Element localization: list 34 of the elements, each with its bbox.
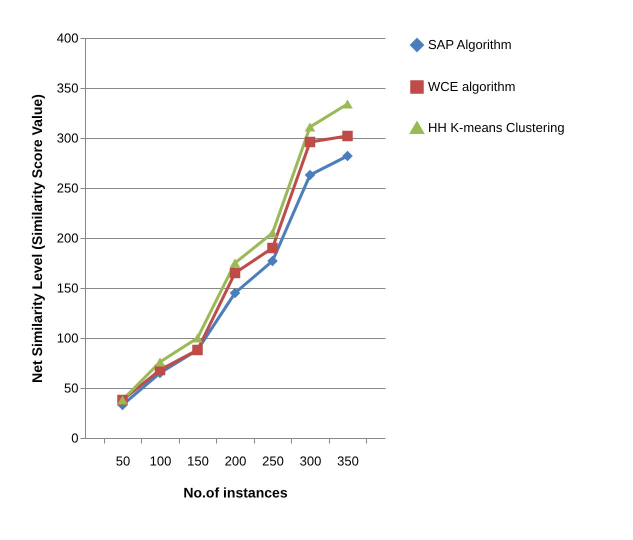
- legend-label: WCE algorithm: [428, 79, 516, 94]
- point: [342, 99, 353, 109]
- x-axis-title: No.of instances: [183, 484, 288, 500]
- y-tick-label: 50: [64, 380, 78, 396]
- point: [154, 357, 166, 367]
- point: [267, 242, 278, 254]
- point: [230, 288, 240, 298]
- x-tick-label: 300: [300, 454, 322, 468]
- y-tick-label: 150: [56, 280, 78, 296]
- y-tick-label: 100: [56, 330, 78, 346]
- x-tick-label: 150: [187, 454, 209, 468]
- x-tick-label: 50: [116, 454, 130, 468]
- y-tick-label: 300: [56, 130, 78, 146]
- x-tick-label: 100: [150, 454, 172, 468]
- point: [304, 170, 316, 180]
- x-tick-label: 350: [337, 454, 359, 468]
- y-tick-label: 250: [56, 180, 78, 196]
- x-tick-label: 250: [262, 454, 284, 468]
- point: [342, 150, 353, 162]
- y-tick-label: 400: [56, 30, 78, 46]
- point: [192, 333, 203, 343]
- point: [342, 130, 353, 142]
- point: [230, 268, 240, 278]
- y-tick-label: 0: [71, 430, 78, 446]
- x-tick-label: 200: [224, 454, 246, 468]
- y-axis-title: Net Similarity Level (Similarity Score Value): [28, 94, 45, 383]
- point: [267, 256, 278, 266]
- y-tick-label: 350: [56, 80, 78, 96]
- legend-label: HH K-means Clustering: [428, 120, 565, 135]
- legend-label: SAP Algorithm: [428, 37, 512, 52]
- y-tick-label: 200: [56, 230, 78, 246]
- point: [304, 122, 316, 132]
- point: [304, 136, 316, 148]
- point: [230, 258, 240, 268]
